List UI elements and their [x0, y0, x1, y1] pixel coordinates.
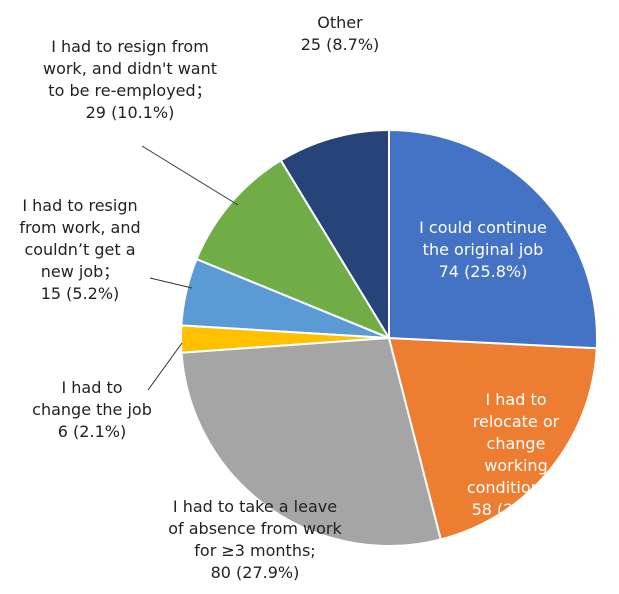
value-label: 15 (5.2%): [40, 284, 120, 303]
category-label: I could continue the original job: [419, 218, 547, 259]
pie-slice: [387, 336, 598, 541]
slice-label: I could continue the original job 74 (25.…: [419, 217, 547, 283]
slice-label: I had to resign from work, and didn't wa…: [43, 36, 217, 124]
category-label: Other: [317, 13, 363, 32]
slice-label: I had to take a leave of absence from wo…: [168, 496, 342, 584]
pie-slice: [279, 128, 390, 342]
pie-slice: [180, 336, 443, 547]
value-label: 6 (2.1%): [57, 422, 127, 441]
category-label: I had to resign from work, and didn't wa…: [42, 37, 218, 100]
slice-label: I had to relocate or change working cond…: [465, 389, 568, 521]
category-label: I had to relocate or change working cond…: [466, 390, 566, 497]
value-label: 58 (20.2%): [471, 500, 561, 519]
leader-line: [141, 145, 239, 206]
category-label: I had to resign from work, and couldn’t …: [19, 196, 141, 281]
slice-label: Other 25 (8.7%): [301, 12, 380, 56]
leader-line: [147, 342, 183, 391]
pie-slice: [388, 128, 598, 350]
pie-slice: [195, 159, 392, 341]
slice-label: I had to resign from work, and couldn’t …: [19, 195, 140, 305]
leader-line: [149, 277, 193, 289]
value-label: 29 (10.1%): [85, 103, 175, 122]
value-label: 74 (25.8%): [438, 262, 528, 281]
slice-label: I had to change the job 6 (2.1%): [32, 377, 152, 443]
value-label: 25 (8.7%): [300, 35, 380, 54]
category-label: I had to take a leave of absence from wo…: [168, 497, 342, 560]
value-label: 80 (27.9%): [210, 563, 300, 582]
category-label: I had to change the job: [32, 378, 152, 419]
